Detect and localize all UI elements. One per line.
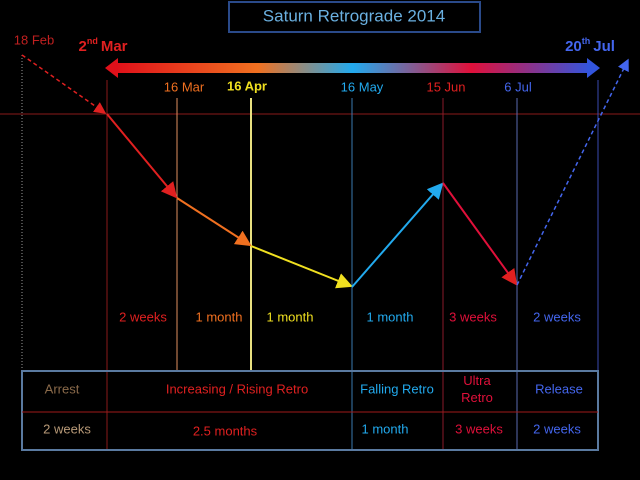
table-cell: Arrest [45,381,80,396]
table-cell: 3 weeks [455,421,503,436]
table [21,370,599,451]
duration: 1 month [196,309,243,324]
timeline-bar [115,63,590,73]
path-segment [351,182,444,288]
end-label: 20th Jul [565,36,615,55]
table-cell: Falling Retro [360,381,434,396]
date-label: 6 Jul [504,79,532,94]
duration: 1 month [267,309,314,324]
table-cell: 2 weeks [43,421,91,436]
title: Saturn Retrograde 2014 [263,6,445,25]
path-segment [106,113,178,199]
date-label: 16 Apr [227,78,267,93]
table-cell: Increasing / Rising Retro [166,381,308,396]
path-segment [250,245,353,289]
arrow-head [587,58,600,78]
duration: 2 weeks [119,309,167,324]
path-segment [516,58,629,286]
date-label: 16 May [341,79,384,94]
table-cell: 2.5 months [193,423,258,438]
table-cell: 1 month [362,421,409,436]
date-label: 18 Feb [14,32,54,47]
table-cell: 2 weeks [533,421,581,436]
arrow-head [105,58,118,78]
start-label: 2nd Mar [78,36,127,55]
table-cell: Release [535,381,583,396]
title-box [228,1,481,33]
path-segment [21,54,107,114]
date-label: 15 Jun [426,79,465,94]
duration: 2 weeks [533,309,581,324]
table-cell: Ultra Retro [461,373,493,405]
path-segment [176,197,252,247]
date-label: 16 Mar [164,79,205,94]
duration: 1 month [367,309,414,324]
duration: 3 weeks [449,309,497,324]
path-segment [442,182,518,286]
